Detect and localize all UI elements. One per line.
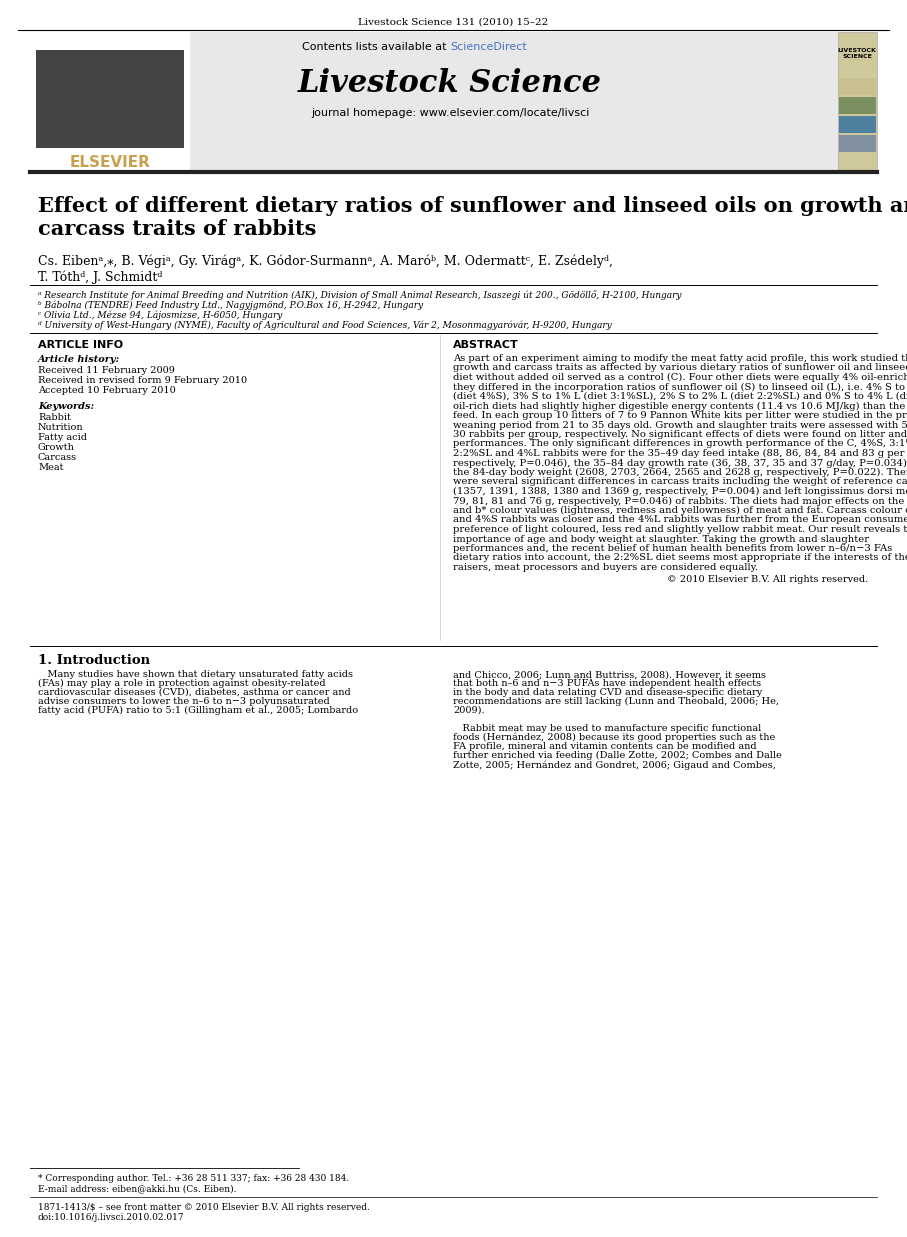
Text: Growth: Growth <box>38 443 75 452</box>
Text: SCIENCE: SCIENCE <box>842 54 872 59</box>
Text: respectively, P=0.046), the 35–84 day growth rate (36, 38, 37, 35 and 37 g/day, : respectively, P=0.046), the 35–84 day gr… <box>453 459 907 468</box>
Text: ᶜ Olivia Ltd., Mézse 94, Lájosmizse, H-6050, Hungary: ᶜ Olivia Ltd., Mézse 94, Lájosmizse, H-6… <box>38 310 282 319</box>
Text: (FAs) may play a role in protection against obesity-related: (FAs) may play a role in protection agai… <box>38 679 326 688</box>
Text: and b* colour values (lightness, redness and yellowness) of meat and fat. Carcas: and b* colour values (lightness, redness… <box>453 506 907 515</box>
Bar <box>839 135 876 152</box>
Text: doi:10.1016/j.livsci.2010.02.017: doi:10.1016/j.livsci.2010.02.017 <box>38 1213 185 1222</box>
Text: (1357, 1391, 1388, 1380 and 1369 g, respectively, P=0.004) and left longissimus : (1357, 1391, 1388, 1380 and 1369 g, resp… <box>453 487 907 496</box>
Text: 30 rabbits per group, respectively. No significant effects of diets were found o: 30 rabbits per group, respectively. No s… <box>453 430 907 439</box>
Text: fatty acid (PUFA) ratio to 5:1 (Gillingham et al., 2005; Lombardo: fatty acid (PUFA) ratio to 5:1 (Gillingh… <box>38 706 358 715</box>
Text: diet without added oil served as a control (C). Four other diets were equally 4%: diet without added oil served as a contr… <box>453 374 907 382</box>
Text: Effect of different dietary ratios of sunflower and linseed oils on growth and
c: Effect of different dietary ratios of su… <box>38 195 907 239</box>
Text: further enriched via feeding (Dalle Zotte, 2002; Combes and Dalle: further enriched via feeding (Dalle Zott… <box>453 751 782 760</box>
Text: Cs. Eibenᵃ,⁎, B. Végiᵃ, Gy. Virágᵃ, K. Gódor-Surmannᵃ, A. Maróᵇ, M. Odermattᶜ, E: Cs. Eibenᵃ,⁎, B. Végiᵃ, Gy. Virágᵃ, K. G… <box>38 255 613 285</box>
Text: * Corresponding author. Tel.: +36 28 511 337; fax: +36 28 430 184.: * Corresponding author. Tel.: +36 28 511… <box>38 1174 349 1183</box>
Text: ABSTRACT: ABSTRACT <box>453 340 519 350</box>
Bar <box>30 32 877 172</box>
Text: Zotte, 2005; Hernández and Gondret, 2006; Gigaud and Combes,: Zotte, 2005; Hernández and Gondret, 2006… <box>453 760 775 769</box>
Text: were several significant differences in carcass traits including the weight of r: were several significant differences in … <box>453 477 907 486</box>
Text: weaning period from 21 to 35 days old. Growth and slaughter traits were assessed: weaning period from 21 to 35 days old. G… <box>453 421 907 429</box>
Text: Accepted 10 February 2010: Accepted 10 February 2010 <box>38 386 176 395</box>
Text: ScienceDirect: ScienceDirect <box>450 42 527 52</box>
Text: ᵈ University of West-Hungary (NYMÉ), Faculty of Agricultural and Food Sciences, : ᵈ University of West-Hungary (NYMÉ), Fac… <box>38 320 611 330</box>
Text: oil-rich diets had slightly higher digestible energy contents (11.4 vs 10.6 MJ/k: oil-rich diets had slightly higher diges… <box>453 402 907 411</box>
Text: feed. In each group 10 litters of 7 to 9 Pannon White kits per litter were studi: feed. In each group 10 litters of 7 to 9… <box>453 411 907 421</box>
Text: growth and carcass traits as affected by various dietary ratios of sunflower oil: growth and carcass traits as affected by… <box>453 364 907 372</box>
Text: advise consumers to lower the n–6 to n−3 polyunsaturated: advise consumers to lower the n–6 to n−3… <box>38 696 330 706</box>
Text: and 4%S rabbits was closer and the 4%L rabbits was further from the European con: and 4%S rabbits was closer and the 4%L r… <box>453 516 907 524</box>
Text: that both n–6 and n−3 PUFAs have independent health effects: that both n–6 and n−3 PUFAs have indepen… <box>453 679 761 688</box>
Text: they differed in the incorporation ratios of sunflower oil (S) to linseed oil (L: they differed in the incorporation ratio… <box>453 382 907 392</box>
Text: As part of an experiment aiming to modify the meat fatty acid profile, this work: As part of an experiment aiming to modif… <box>453 354 907 362</box>
Text: ᵇ Bábolna (TENDRE) Feed Industry Ltd., Nagyjgmönd, P.O.Box 16, H-2942, Hungary: ᵇ Bábolna (TENDRE) Feed Industry Ltd., N… <box>38 301 424 309</box>
Text: LIVESTOCK: LIVESTOCK <box>837 48 876 53</box>
Text: Livestock Science: Livestock Science <box>298 68 602 99</box>
Text: Many studies have shown that dietary unsaturated fatty acids: Many studies have shown that dietary uns… <box>38 670 353 679</box>
Text: raisers, meat processors and buyers are considered equally.: raisers, meat processors and buyers are … <box>453 563 758 571</box>
Bar <box>839 78 876 95</box>
Bar <box>36 49 184 148</box>
Text: 2009).: 2009). <box>453 706 484 715</box>
Text: recommendations are still lacking (Lunn and Theobald, 2006; He,: recommendations are still lacking (Lunn … <box>453 696 779 706</box>
Text: E-mail address: eiben@akki.hu (Cs. Eiben).: E-mail address: eiben@akki.hu (Cs. Eiben… <box>38 1184 237 1192</box>
Text: FA profile, mineral and vitamin contents can be modified and: FA profile, mineral and vitamin contents… <box>453 742 756 751</box>
Text: Livestock Science 131 (2010) 15–22: Livestock Science 131 (2010) 15–22 <box>358 19 548 27</box>
Text: © 2010 Elsevier B.V. All rights reserved.: © 2010 Elsevier B.V. All rights reserved… <box>667 574 868 584</box>
Text: ARTICLE INFO: ARTICLE INFO <box>38 340 123 350</box>
Text: journal homepage: www.elsevier.com/locate/livsci: journal homepage: www.elsevier.com/locat… <box>311 108 590 118</box>
Text: Carcass: Carcass <box>38 453 77 461</box>
Text: cardiovascular diseases (CVD), diabetes, asthma or cancer and: cardiovascular diseases (CVD), diabetes,… <box>38 688 351 696</box>
Text: performances. The only significant differences in growth performance of the C, 4: performances. The only significant diffe… <box>453 439 907 449</box>
Text: Fatty acid: Fatty acid <box>38 433 87 442</box>
Bar <box>838 32 877 172</box>
Text: foods (Hernández, 2008) because its good properties such as the: foods (Hernández, 2008) because its good… <box>453 734 775 742</box>
Text: 1871-1413/$ – see front matter © 2010 Elsevier B.V. All rights reserved.: 1871-1413/$ – see front matter © 2010 El… <box>38 1204 370 1212</box>
Text: preference of light coloured, less red and slightly yellow rabbit meat. Our resu: preference of light coloured, less red a… <box>453 524 907 534</box>
Text: in the body and data relating CVD and disease-specific dietary: in the body and data relating CVD and di… <box>453 688 762 696</box>
Text: 1. Introduction: 1. Introduction <box>38 654 151 667</box>
Text: performances and, the recent belief of human health benefits from lower n–6/n−3 : performances and, the recent belief of h… <box>453 544 892 553</box>
Bar <box>30 32 190 172</box>
Text: and Chicco, 2006; Lunn and Buttriss, 2008). However, it seems: and Chicco, 2006; Lunn and Buttriss, 200… <box>453 670 766 679</box>
Text: Keywords:: Keywords: <box>38 402 94 411</box>
Text: (diet 4%S), 3% S to 1% L (diet 3:1%SL), 2% S to 2% L (diet 2:2%SL) and 0% S to 4: (diet 4%S), 3% S to 1% L (diet 3:1%SL), … <box>453 392 907 401</box>
Text: Received 11 February 2009: Received 11 February 2009 <box>38 366 175 375</box>
Text: Rabbit meat may be used to manufacture specific functional: Rabbit meat may be used to manufacture s… <box>453 724 761 734</box>
Text: dietary ratios into account, the 2:2%SL diet seems most appropriate if the inter: dietary ratios into account, the 2:2%SL … <box>453 553 907 563</box>
Text: Meat: Meat <box>38 463 63 473</box>
Bar <box>839 96 876 114</box>
Text: importance of age and body weight at slaughter. Taking the growth and slaughter: importance of age and body weight at sla… <box>453 534 869 543</box>
Text: Received in revised form 9 February 2010: Received in revised form 9 February 2010 <box>38 376 247 385</box>
Text: ELSEVIER: ELSEVIER <box>70 155 151 169</box>
Text: Article history:: Article history: <box>38 355 120 364</box>
Text: the 84-day body weight (2608, 2703, 2664, 2565 and 2628 g, respectively, P=0.022: the 84-day body weight (2608, 2703, 2664… <box>453 468 907 477</box>
Text: Contents lists available at: Contents lists available at <box>302 42 450 52</box>
Text: 2:2%SL and 4%L rabbits were for the 35–49 day feed intake (88, 86, 84, 84 and 83: 2:2%SL and 4%L rabbits were for the 35–4… <box>453 449 907 458</box>
Text: Rabbit: Rabbit <box>38 413 71 422</box>
Text: ᵃ Research Institute for Animal Breeding and Nutrition (AIK), Division of Small : ᵃ Research Institute for Animal Breeding… <box>38 289 681 299</box>
Text: Nutrition: Nutrition <box>38 423 83 432</box>
Bar <box>839 116 876 134</box>
Text: 79, 81, 81 and 76 g, respectively, P=0.046) of rabbits. The diets had major effe: 79, 81, 81 and 76 g, respectively, P=0.0… <box>453 496 907 506</box>
